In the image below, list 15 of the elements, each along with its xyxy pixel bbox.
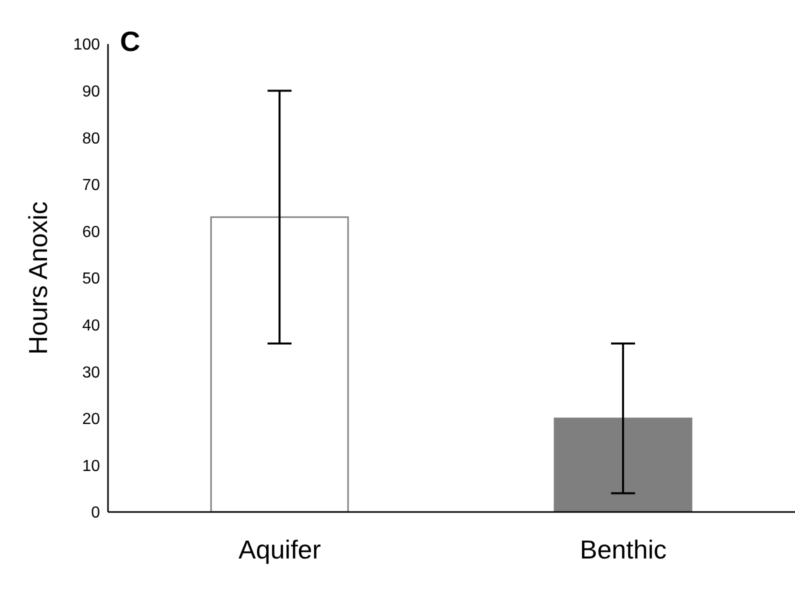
y-tick-label: 50 — [82, 270, 100, 288]
y-tick-label: 20 — [82, 411, 100, 428]
annotation: C — [120, 26, 140, 58]
y-tick-label: 40 — [82, 317, 100, 334]
y-tick-label: 30 — [82, 364, 100, 382]
y-tick-label: 100 — [73, 36, 100, 54]
x-tick-label: Benthic — [580, 534, 667, 564]
y-tick-label: 10 — [82, 458, 100, 475]
y-tick-label: 60 — [82, 224, 100, 241]
y-axis-title: Hours Anoxic — [23, 201, 54, 355]
y-tick-label: 70 — [82, 177, 100, 194]
y-tick-label: 80 — [82, 130, 100, 148]
y-tick-label: 0 — [91, 504, 100, 522]
y-tick-label: 90 — [82, 83, 100, 100]
x-tick-label: Aquifer — [238, 534, 322, 564]
